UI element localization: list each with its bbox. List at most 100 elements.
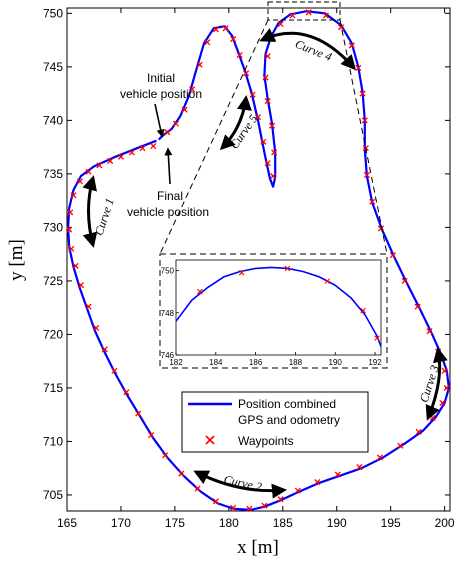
waypoint-stroke	[85, 168, 92, 175]
waypoint-stroke	[376, 454, 383, 461]
curve-5-label: Curve 5	[227, 112, 260, 151]
x-tick-label: 195	[381, 516, 401, 530]
legend: Position combined GPS and odometry Waypo…	[181, 391, 369, 453]
waypoint-stroke	[70, 192, 77, 199]
waypoint-stroke	[96, 162, 103, 169]
waypoint-stroke	[76, 178, 84, 185]
waypoint-stroke	[305, 9, 312, 16]
y-tick-label: 740	[43, 113, 63, 127]
waypoint-marker	[76, 178, 84, 185]
zoom-connector-right	[339, 19, 388, 255]
waypoint-stroke	[254, 114, 262, 121]
annotation-initial-arrow	[154, 103, 165, 138]
waypoint-marker	[369, 198, 376, 205]
waypoint-marker	[189, 86, 196, 93]
waypoint-marker	[139, 145, 146, 152]
y-tick-label: 715	[43, 381, 63, 395]
zoom-connector-left	[159, 19, 269, 255]
waypoint-stroke	[268, 122, 276, 129]
waypoint-stroke	[270, 172, 277, 180]
waypoint-stroke	[355, 64, 362, 71]
waypoint-stroke	[262, 74, 269, 81]
waypoint-stroke	[164, 129, 171, 136]
x-tick-label: 180	[219, 516, 239, 530]
waypoint-marker	[194, 485, 201, 492]
inset-waypoint-marker	[284, 265, 291, 272]
waypoint-stroke	[212, 498, 219, 505]
waypoint-marker	[356, 464, 363, 471]
waypoint-stroke	[264, 160, 271, 167]
waypoint-marker	[334, 471, 341, 478]
axis-ticks: 165 170 175 180 185 190 195 200 705 710 715 720 725 7…	[43, 6, 454, 530]
waypoint-marker	[85, 303, 92, 310]
waypoint-stroke	[260, 138, 267, 145]
waypoint-stroke	[181, 106, 188, 113]
inset-waypoint-marker	[197, 288, 203, 295]
inset-waypoint-marker	[324, 278, 331, 284]
y-tick-label: 730	[43, 220, 63, 234]
waypoint-stroke	[369, 198, 376, 205]
inset-waypoint-stroke	[197, 288, 203, 295]
waypoint-marker	[196, 61, 203, 68]
inset-y-tick-label: 746	[161, 351, 175, 360]
waypoint-stroke	[401, 277, 408, 284]
waypoint-marker	[230, 35, 237, 43]
waypoint-marker	[212, 26, 219, 33]
inset-x-tick-label: 192	[368, 358, 382, 367]
waypoint-marker	[77, 282, 85, 289]
waypoint-stroke	[359, 90, 366, 97]
waypoint-marker	[361, 117, 368, 124]
waypoint-marker	[212, 498, 219, 505]
y-tick-label: 725	[43, 274, 63, 288]
waypoint-stroke	[148, 431, 155, 439]
waypoint-stroke	[389, 252, 396, 259]
inset-waypoint-stroke	[360, 307, 366, 314]
waypoint-stroke	[363, 171, 370, 179]
waypoint-marker	[123, 389, 130, 396]
waypoint-marker	[68, 245, 75, 252]
y-tick-label: 710	[43, 434, 63, 448]
waypoint-marker	[305, 9, 312, 16]
waypoint-marker	[397, 442, 404, 449]
waypoint-marker	[93, 324, 100, 332]
waypoint-stroke	[415, 428, 422, 435]
y-tick-label: 750	[43, 6, 63, 20]
waypoint-marker	[376, 454, 383, 461]
waypoint-marker	[261, 502, 268, 509]
x-tick-label: 175	[165, 516, 185, 530]
waypoint-marker	[243, 70, 250, 77]
waypoint-marker	[150, 142, 157, 150]
waypoint-stroke	[162, 452, 169, 459]
annotation-initial-line1: Initial	[147, 71, 175, 85]
waypoint-stroke	[172, 120, 180, 127]
y-axis-label: y [m]	[6, 239, 27, 281]
waypoint-marker	[66, 226, 73, 233]
waypoint-stroke	[314, 479, 321, 486]
annotation-final-line2: vehicle position	[127, 205, 209, 219]
waypoint-stroke	[230, 504, 237, 511]
annotation-final-line1: Final	[157, 189, 183, 203]
waypoint-marker	[355, 64, 362, 71]
waypoint-stroke	[66, 226, 73, 233]
annotation-initial: Initial vehicle position	[120, 71, 202, 138]
inset-axes-frame	[175, 259, 382, 356]
x-tick-label: 165	[57, 516, 77, 530]
waypoint-stroke	[189, 86, 196, 93]
waypoint-marker	[148, 431, 155, 439]
legend-x-swatch	[205, 435, 215, 445]
waypoint-marker	[246, 505, 253, 512]
waypoint-marker	[111, 367, 118, 374]
waypoint-stroke	[150, 142, 157, 150]
waypoint-stroke	[212, 26, 219, 33]
waypoint-stroke	[271, 149, 278, 156]
y-tick-label: 705	[43, 488, 63, 502]
waypoint-stroke	[107, 157, 114, 165]
waypoint-marker	[67, 209, 74, 216]
waypoint-marker	[128, 149, 135, 156]
inset-x-tick-label: 182	[169, 358, 183, 367]
legend-entry-position-line1: Position combined	[238, 397, 336, 411]
waypoint-stroke	[414, 303, 421, 310]
waypoint-marker	[204, 39, 211, 46]
x-tick-label: 200	[435, 516, 454, 530]
